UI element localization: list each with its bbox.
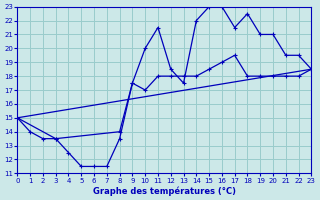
X-axis label: Graphe des températures (°C): Graphe des températures (°C)	[93, 186, 236, 196]
